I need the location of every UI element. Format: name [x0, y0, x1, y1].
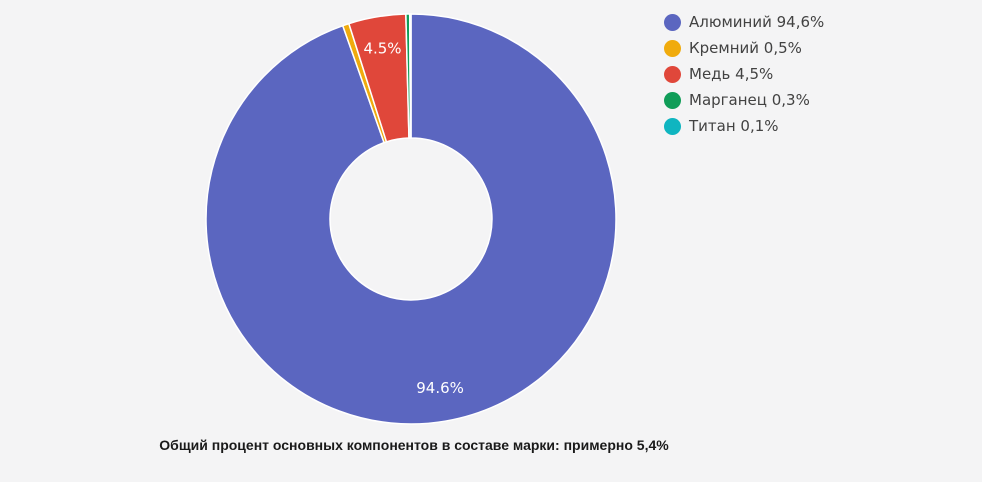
legend-color-swatch-silicon: [664, 40, 681, 57]
legend-label-silicon: Кремний 0,5%: [689, 39, 802, 57]
slice-label-aluminium: 94.6%: [416, 379, 464, 397]
legend-item-silicon: Кремний 0,5%: [664, 40, 824, 57]
legend-label-aluminium: Алюминий 94,6%: [689, 13, 825, 31]
legend-label-copper: Медь 4,5%: [689, 65, 774, 83]
legend-item-aluminium: Алюминий 94,6%: [664, 14, 824, 31]
slice-label-copper: 4.5%: [363, 40, 401, 58]
legend-label-manganese: Марганец 0,3%: [689, 91, 810, 109]
legend-item-copper: Медь 4,5%: [664, 66, 824, 83]
legend-color-swatch-copper: [664, 66, 681, 83]
chart-legend: Алюминий 94,6% Кремний 0,5% Медь 4,5% Марга…: [664, 14, 824, 135]
pie-slice-titanium[interactable]: [408, 13, 412, 139]
legend-label-titanium: Титан 0,1%: [689, 117, 779, 135]
legend-color-swatch-aluminium: [664, 14, 681, 31]
legend-color-swatch-titanium: [664, 118, 681, 135]
legend-item-titanium: Титан 0,1%: [664, 118, 824, 135]
pie-slice-aluminium[interactable]: [205, 13, 617, 425]
chart-caption: Общий процент основных компонентов в сос…: [159, 437, 669, 453]
legend-item-manganese: Марганец 0,3%: [664, 92, 824, 109]
legend-color-swatch-manganese: [664, 92, 681, 109]
